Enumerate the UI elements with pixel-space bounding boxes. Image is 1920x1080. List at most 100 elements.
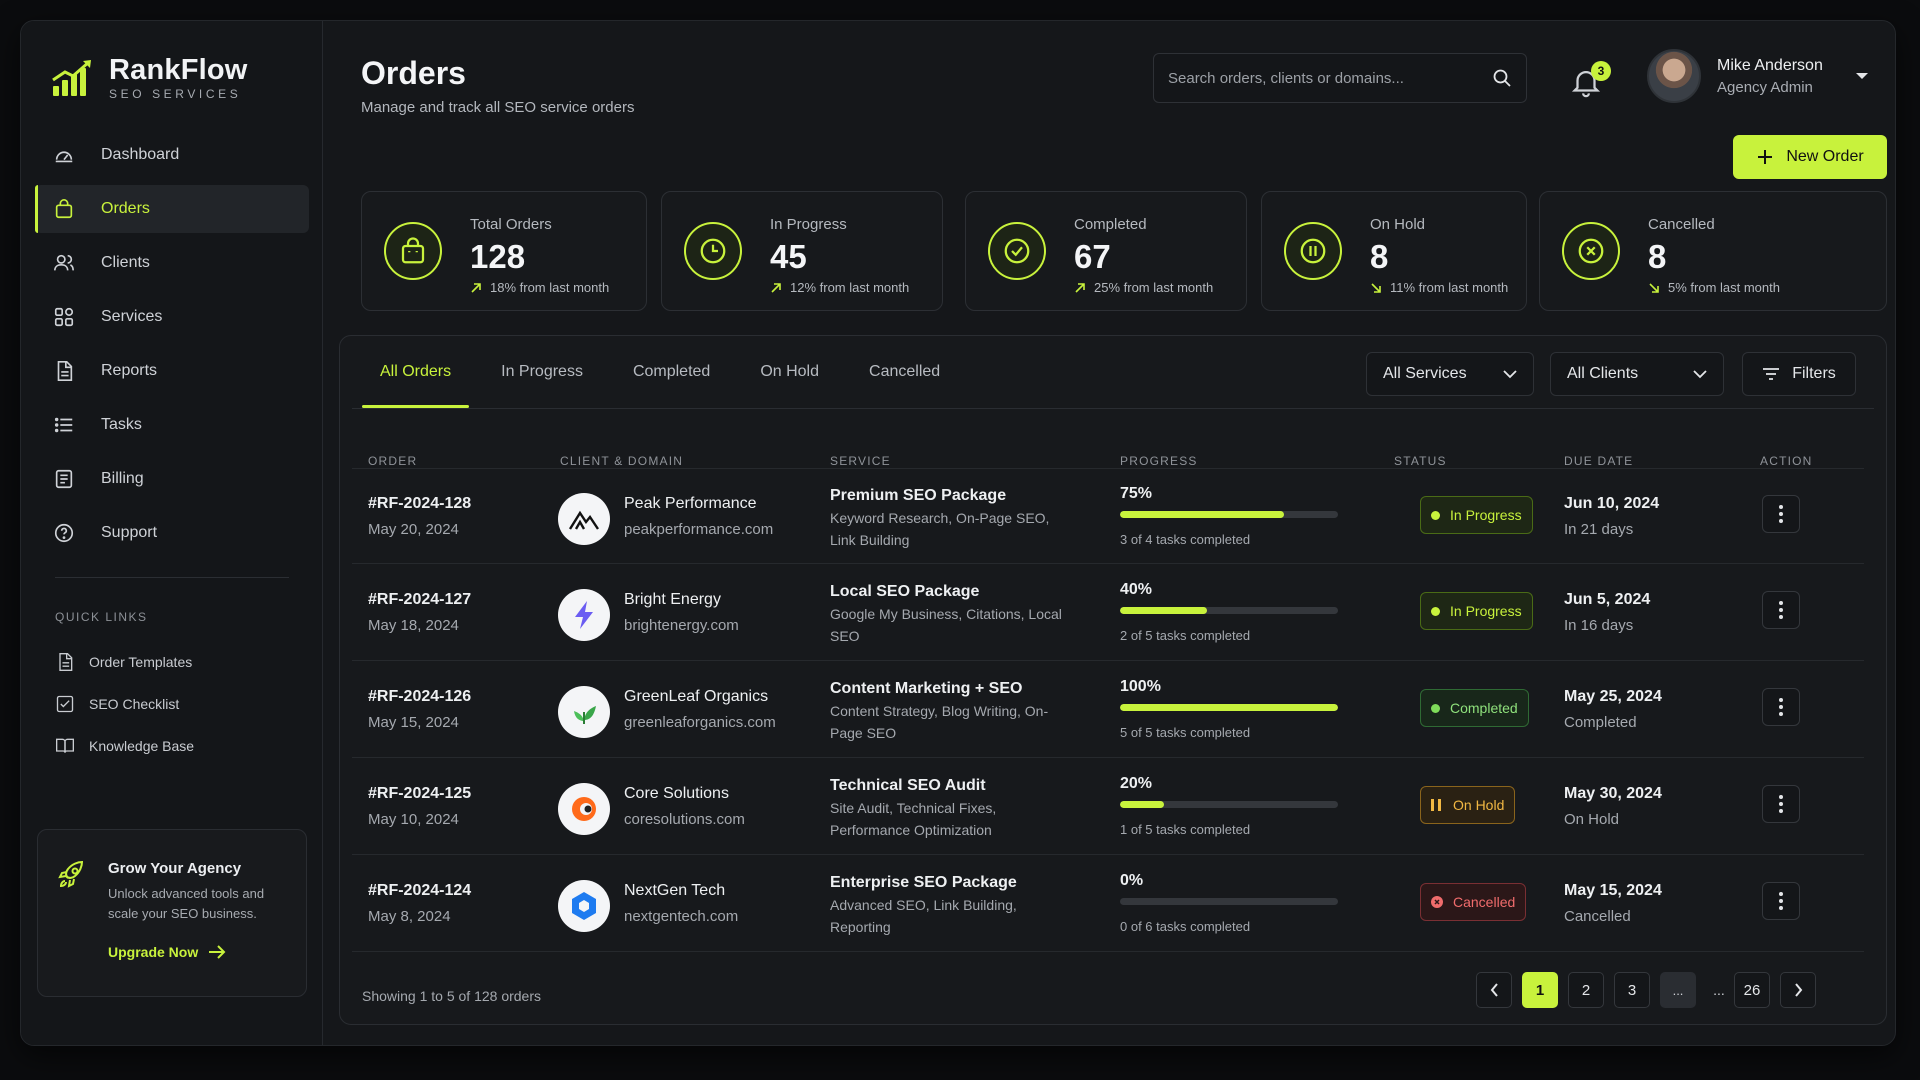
bell-icon	[1571, 71, 1601, 98]
services-dropdown[interactable]: All Services	[1366, 352, 1534, 396]
user-menu[interactable]: Mike Anderson Agency Admin	[1647, 49, 1869, 103]
help-icon	[54, 523, 74, 543]
status-badge: In Progress	[1420, 592, 1533, 630]
client-domain[interactable]: peakperformance.com	[624, 521, 774, 538]
search-icon[interactable]	[1492, 68, 1512, 88]
promo-description: Unlock advanced tools and scale your SEO…	[108, 886, 265, 921]
user-role: Agency Admin	[1717, 78, 1813, 96]
clients-dropdown[interactable]: All Clients	[1550, 352, 1724, 396]
page-button-26[interactable]: 26	[1734, 972, 1770, 1008]
page-ellipsis-button[interactable]: ...	[1660, 972, 1696, 1008]
quick-link-order-templates[interactable]: Order Templates	[55, 641, 295, 683]
stat-label: Total Orders	[470, 216, 552, 233]
page-title: Orders	[361, 55, 466, 91]
lightning-icon	[575, 601, 593, 629]
client-domain[interactable]: greenleaforganics.com	[624, 714, 776, 731]
stat-trend-text: 12% from last month	[790, 280, 910, 295]
list-icon	[54, 417, 73, 433]
status-dot	[1431, 606, 1440, 616]
page-button-1[interactable]: 1	[1522, 972, 1558, 1008]
client-logo	[558, 880, 610, 932]
avatar	[1647, 49, 1701, 103]
order-id[interactable]: #RF-2024-124	[368, 882, 472, 899]
service-description: Site Audit, Technical Fixes, Performance…	[830, 800, 997, 838]
tab-completed[interactable]: Completed	[632, 363, 711, 380]
page-button-2[interactable]: 2	[1568, 972, 1604, 1008]
filters-label: Filters	[1792, 365, 1836, 382]
client-domain[interactable]: nextgentech.com	[624, 908, 739, 925]
grid-icon	[54, 307, 74, 327]
quick-link-knowledge-base[interactable]: Knowledge Base	[55, 725, 295, 767]
quick-links-title: QUICK LINKS	[55, 610, 148, 624]
progress-tasks: 1 of 5 tasks completed	[1120, 822, 1251, 837]
order-id[interactable]: #RF-2024-127	[368, 591, 472, 608]
table-row[interactable]: #RF-2024-127 May 18, 2024 Bright Energy …	[352, 565, 1864, 661]
document-icon	[59, 653, 73, 671]
row-actions-button[interactable]	[1762, 495, 1800, 533]
filters-button[interactable]: Filters	[1742, 352, 1856, 396]
client-domain[interactable]: brightenergy.com	[624, 617, 739, 634]
sidebar-item-clients[interactable]: Clients	[35, 239, 309, 287]
stat-card-in-progress[interactable]: In Progress 45 12% from last month	[661, 191, 943, 311]
stat-icon-wrap	[1562, 222, 1620, 280]
sidebar-item-reports[interactable]: Reports	[35, 347, 309, 395]
tab-cancelled[interactable]: Cancelled	[869, 363, 941, 380]
stat-card-cancelled[interactable]: Cancelled 8 5% from last month	[1539, 191, 1887, 311]
sidebar-item-label: Orders	[101, 200, 150, 217]
status-badge: In Progress	[1420, 496, 1533, 534]
upgrade-now-link[interactable]: Upgrade Now	[108, 944, 226, 960]
stat-value: 128	[470, 238, 526, 275]
tab-all-orders[interactable]: All Orders	[362, 336, 470, 408]
order-id[interactable]: #RF-2024-126	[368, 688, 472, 705]
sidebar-item-label: Reports	[101, 362, 158, 379]
tab-in-progress[interactable]: In Progress	[501, 363, 583, 380]
quick-link-seo-checklist[interactable]: SEO Checklist	[55, 683, 295, 725]
due-note: In 21 days	[1564, 521, 1634, 538]
search-box	[1153, 53, 1527, 103]
order-date: May 10, 2024	[368, 811, 459, 828]
kebab-menu-icon	[1779, 795, 1783, 813]
sidebar-divider	[55, 577, 289, 578]
page-button-3[interactable]: 3	[1614, 972, 1650, 1008]
table-row[interactable]: #RF-2024-124 May 8, 2024 NextGen Tech ne…	[352, 856, 1864, 952]
table-row[interactable]: #RF-2024-126 May 15, 2024 GreenLeaf Orga…	[352, 662, 1864, 758]
pause-icon	[1431, 799, 1441, 811]
table-row[interactable]: #RF-2024-125 May 10, 2024 Core Solutions…	[352, 759, 1864, 855]
stat-card-total-orders[interactable]: Total Orders 128 18% from last month	[361, 191, 647, 311]
sidebar: RankFlow SEO SERVICES Dashboard Orders C…	[21, 21, 323, 1045]
prev-page-button[interactable]	[1476, 972, 1512, 1008]
row-actions-button[interactable]	[1762, 688, 1800, 726]
table-row[interactable]: #RF-2024-128 May 20, 2024 Peak Performan…	[352, 468, 1864, 564]
row-actions-button[interactable]	[1762, 591, 1800, 629]
status-label: On Hold	[1453, 797, 1505, 813]
stat-card-completed[interactable]: Completed 67 25% from last month	[965, 191, 1247, 311]
sidebar-item-services[interactable]: Services	[35, 293, 309, 341]
sidebar-item-tasks[interactable]: Tasks	[35, 401, 309, 449]
row-actions-button[interactable]	[1762, 882, 1800, 920]
stat-trend-text: 18% from last month	[490, 280, 610, 295]
stat-icon-wrap	[384, 222, 442, 280]
sidebar-item-dashboard[interactable]: Dashboard	[35, 131, 309, 179]
notifications-button[interactable]: 3	[1569, 61, 1611, 101]
sidebar-item-orders[interactable]: Orders	[35, 185, 309, 233]
brand[interactable]: RankFlow SEO SERVICES	[51, 55, 248, 101]
order-id[interactable]: #RF-2024-125	[368, 785, 472, 802]
sidebar-item-support[interactable]: Support	[35, 509, 309, 557]
client-name: GreenLeaf Organics	[624, 688, 769, 705]
status-dot	[1431, 703, 1440, 713]
new-order-button[interactable]: New Order	[1733, 135, 1887, 179]
client-domain[interactable]: coresolutions.com	[624, 811, 745, 828]
sidebar-item-billing[interactable]: Billing	[35, 455, 309, 503]
stat-card-on-hold[interactable]: On Hold 8 11% from last month	[1261, 191, 1527, 311]
stat-icon-wrap	[988, 222, 1046, 280]
client-logo	[558, 493, 610, 545]
column-header-progress: PROGRESS	[1120, 454, 1198, 468]
search-input[interactable]	[1168, 69, 1492, 87]
order-id[interactable]: #RF-2024-128	[368, 495, 472, 512]
document-icon	[57, 361, 73, 381]
next-page-button[interactable]	[1780, 972, 1816, 1008]
row-actions-button[interactable]	[1762, 785, 1800, 823]
progress-percent: 75%	[1120, 485, 1153, 502]
tab-on-hold[interactable]: On Hold	[760, 363, 820, 380]
orders-panel: All Orders In Progress Completed On Hold…	[339, 335, 1887, 1025]
